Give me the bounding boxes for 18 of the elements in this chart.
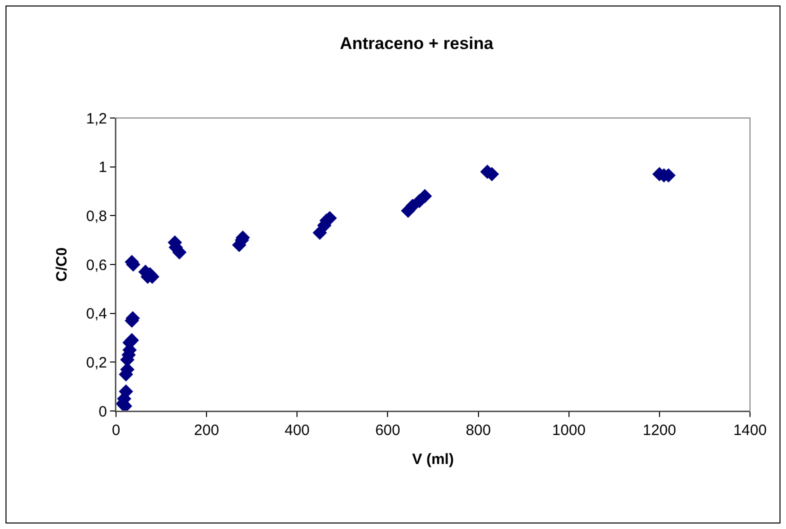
chart-title: Antraceno + resina	[340, 34, 494, 53]
x-tick-label: 800	[466, 422, 491, 439]
x-tick-label: 400	[284, 422, 310, 439]
x-tick-label: 1000	[552, 422, 586, 439]
y-tick-label: 0	[98, 403, 107, 420]
x-tick-label: 1200	[642, 422, 676, 439]
x-tick-label: 1400	[733, 422, 767, 439]
x-tick-label: 200	[194, 422, 220, 439]
y-tick-label: 1	[98, 159, 107, 176]
y-tick-label: 0,8	[86, 208, 107, 225]
y-tick-label: 0,2	[86, 354, 107, 372]
y-tick-label: 1,2	[86, 110, 107, 128]
x-tick-label: 600	[375, 422, 400, 439]
x-axis-title: V (ml)	[412, 451, 454, 468]
y-axis-title: C/C0	[53, 247, 70, 282]
y-tick-label: 0,4	[86, 306, 107, 323]
x-tick-label: 0	[112, 422, 120, 439]
y-tick-label: 0,6	[86, 256, 107, 274]
